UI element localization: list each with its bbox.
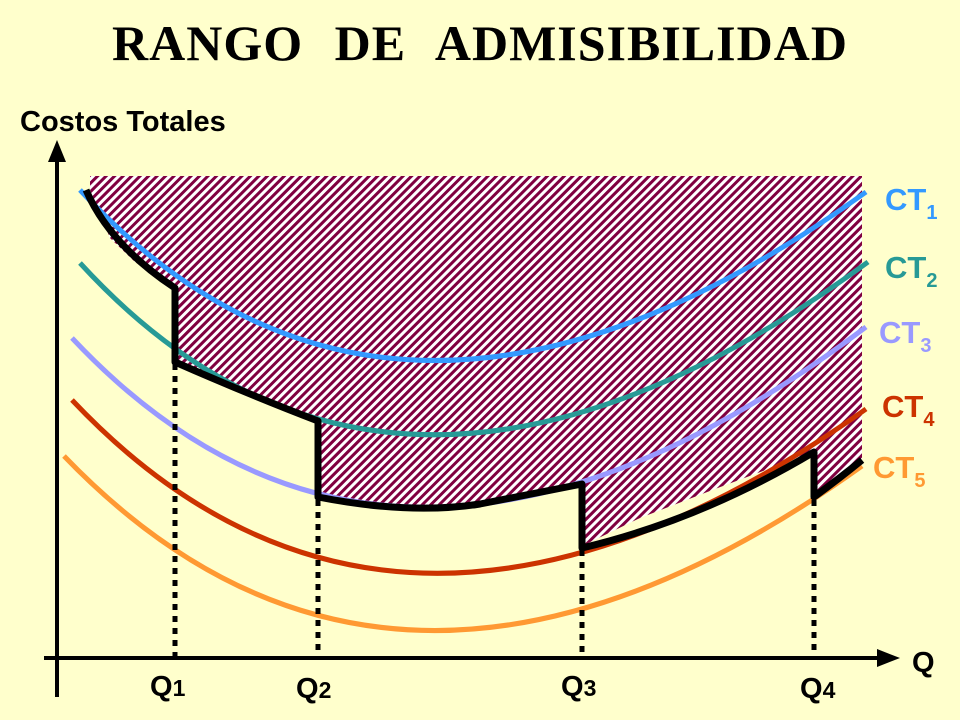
label-q3: Q3 [561, 671, 596, 703]
y-axis-label: Costos Totales [20, 106, 226, 138]
curve-ct5 [62, 454, 864, 633]
curve-ct4 [70, 398, 868, 576]
label-ct5: CT5 [873, 450, 925, 492]
admissible-boundary [82, 188, 865, 552]
label-ct3: CT3 [879, 315, 931, 357]
x-axis-arrow [877, 649, 900, 667]
label-q4: Q4 [800, 673, 836, 705]
x-axis-label: Q [912, 647, 935, 679]
diagram-title: RANGO DE ADMISIBILIDAD [112, 15, 848, 71]
label-ct4: CT4 [882, 389, 935, 431]
quantity-guides [172, 364, 817, 658]
y-axis-arrow [48, 140, 66, 162]
label-q1: Q1 [150, 671, 186, 703]
label-ct2: CT2 [885, 250, 937, 292]
label-q2: Q2 [296, 673, 331, 705]
curve-ct1 [78, 188, 868, 363]
label-ct1: CT1 [885, 182, 937, 224]
